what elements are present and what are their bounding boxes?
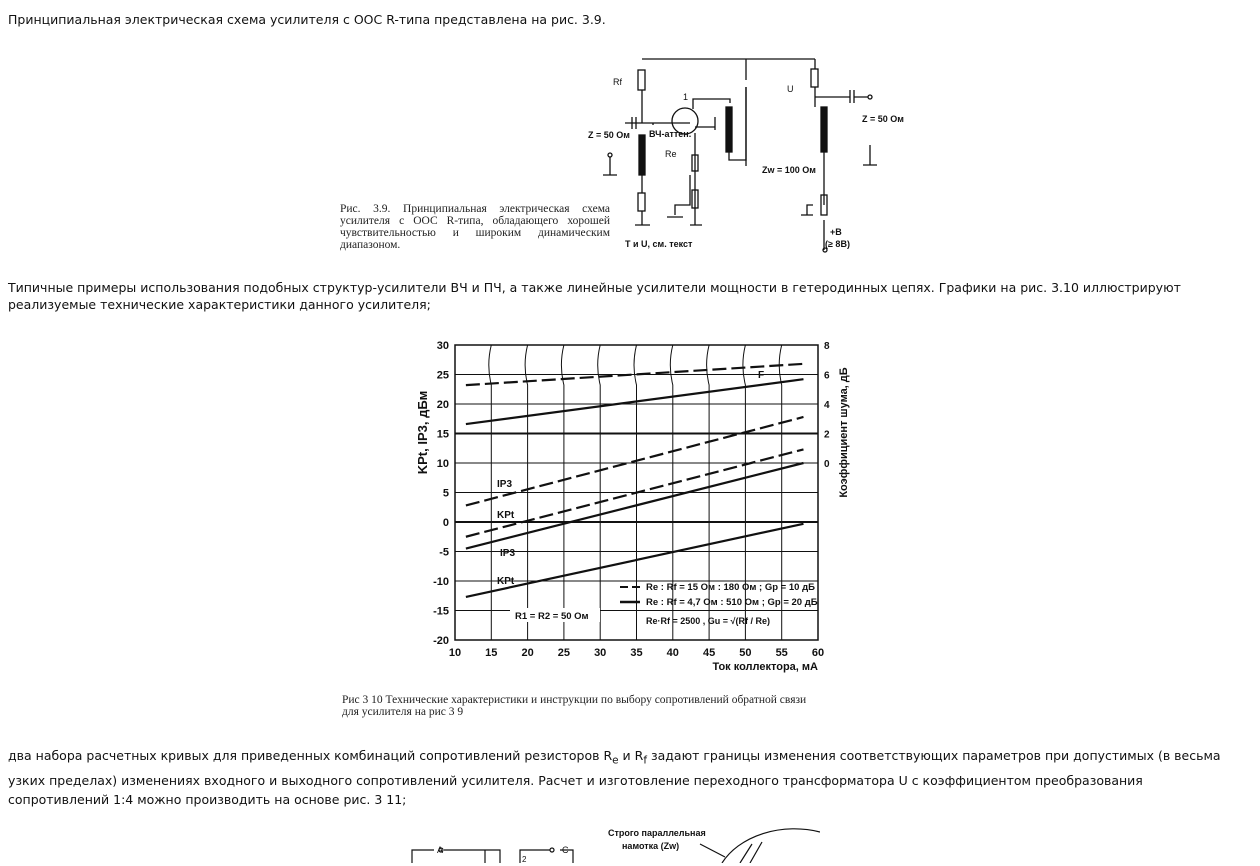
x-tick-label: 60	[812, 647, 824, 659]
label-rf: Rf	[613, 77, 622, 87]
figure-3-10-caption-line2: для усилителя на рис 3 9	[342, 706, 464, 718]
p3-sub-f: f	[643, 754, 647, 767]
p3-text-b: и R	[618, 748, 644, 763]
paragraph-intro: Принципиальная электрическая схема усили…	[8, 12, 606, 27]
y-axis-label: KPt, IP3, дБм	[415, 391, 430, 475]
y-tick-label: 5	[443, 488, 449, 500]
x-tick-label: 55	[776, 647, 788, 659]
grid-line-x	[706, 344, 710, 640]
series-label-ip3: IP3	[497, 479, 512, 490]
grid-line-x	[597, 344, 601, 640]
y-tick-label: 20	[437, 399, 449, 411]
label-transistor: 1	[683, 92, 688, 102]
x-tick-label: 50	[739, 647, 751, 659]
grid-line-x	[778, 344, 783, 640]
grid-line-x	[488, 344, 492, 640]
figure-3-11-partial: A C 2 Строго параллельная намотка (Zw)	[400, 822, 821, 864]
series-line-kpt-dashed	[465, 448, 804, 538]
y2-tick-label: 6	[824, 371, 830, 382]
x-tick-label: 20	[521, 647, 533, 659]
y-tick-label: -5	[439, 547, 449, 559]
grid-line-x	[633, 344, 637, 640]
x-tick-label: 25	[558, 647, 570, 659]
series-line-ip3-solid	[465, 461, 804, 550]
paragraph-examples: Типичные примеры использования подобных …	[8, 280, 1181, 312]
figure-3-9-schematic: Rf Re 1 U Z = 50 Ом Z = 50 Ом ВЧ-аттен. …	[335, 45, 935, 260]
y-tick-label: 10	[437, 458, 449, 470]
label-zin: Z = 50 Ом	[588, 130, 630, 140]
label-c: C	[562, 845, 569, 855]
label-note: T и U, см. текст	[625, 239, 693, 249]
x-tick-label: 10	[449, 647, 461, 659]
series-label-ip3: IP3	[500, 548, 515, 559]
figure-3-10-caption-line1: Рис 3 10 Технические характеристики и ин…	[342, 694, 807, 706]
x-tick-label: 35	[630, 647, 642, 659]
legend-solid: Re : Rf = 4,7 Ом : 510 Ом ; Gp = 20 дБ	[646, 597, 818, 608]
grid-line-x	[524, 344, 529, 640]
x-tick-label: 45	[703, 647, 715, 659]
y-tick-label: 25	[437, 370, 449, 382]
label-zout: Z = 50 Ом	[862, 114, 904, 124]
paragraph-curves: два набора расчетных кривых для приведен…	[8, 746, 1243, 809]
y2-axis-label: Коэффициент шума, дБ	[838, 367, 850, 497]
legend-dashed: Re : Rf = 15 Ом : 180 Ом ; Gp = 10 дБ	[646, 582, 815, 593]
r1r2-annotation: R1 = R2 = 50 Ом	[515, 611, 589, 622]
y-tick-label: 0	[443, 517, 449, 529]
figure-3-11-drawing: A C 2 Строго параллельная намотка (Zw)	[411, 828, 821, 864]
p3-sub-e: e	[612, 754, 619, 767]
y-tick-label: -15	[433, 606, 449, 618]
label-2: 2	[522, 855, 527, 863]
series-line-f-solid	[465, 378, 804, 426]
p3-text-a: два набора расчетных кривых для приведен…	[8, 748, 613, 763]
schematic-drawing: Rf Re 1 U Z = 50 Ом Z = 50 Ом ВЧ-аттен. …	[588, 58, 904, 253]
series-line-ip3-dashed	[465, 415, 804, 507]
formula-annotation: Re·Rf = 2500 , Gu = √(Rf / Re)	[646, 616, 770, 626]
label-winding2: намотка (Zw)	[622, 841, 679, 851]
y-tick-label: 30	[437, 340, 449, 352]
p3-text-c: задают границы изменения соответствующих…	[8, 748, 1221, 807]
label-vrange: (≥ 8B)	[825, 239, 850, 249]
figure-3-10-chart: 10 15 20 25 30 35 40 45 50 55 60 30 25 20 15 10 5 0 -5 -10-…	[342, 330, 920, 725]
label-zw: Zw = 100 Ом	[762, 165, 816, 175]
y-tick-label: -10	[433, 576, 449, 588]
x-tick-label: 40	[667, 647, 679, 659]
series-label-f: F	[758, 370, 764, 381]
figure-3-9-caption: Рис. 3.9. Принципиальная электрическая с…	[340, 203, 610, 251]
y2-tick-label: 8	[824, 341, 830, 352]
x-axis-label: Ток коллектора, мА	[712, 661, 818, 673]
y-tick-label: -20	[433, 635, 449, 647]
label-a: A	[437, 845, 443, 855]
series-line-kpt-solid	[465, 522, 804, 599]
r1r2-bg	[510, 608, 600, 622]
chart-svg: 10 15 20 25 30 35 40 45 50 55 60302520151050-5-10-…	[415, 340, 850, 673]
y-tick-label: 15	[437, 429, 449, 441]
series-label-kpt: KPt	[497, 510, 515, 521]
x-tick-label: 15	[485, 647, 497, 659]
label-re: Re	[665, 149, 677, 159]
x-tick-label: 30	[594, 647, 606, 659]
label-u: U	[787, 84, 794, 94]
label-atten: ВЧ-аттен.	[649, 129, 691, 139]
y2-tick-label: 2	[824, 430, 830, 441]
y2-tick-label: 0	[824, 459, 830, 470]
grid-line-x	[669, 344, 674, 640]
label-vplus: +B	[830, 227, 842, 237]
series-label-kpt: KPt	[497, 576, 515, 587]
grid-line-x	[560, 344, 565, 640]
y2-tick-label: 4	[824, 400, 830, 411]
label-winding: Строго параллельная	[608, 828, 706, 838]
